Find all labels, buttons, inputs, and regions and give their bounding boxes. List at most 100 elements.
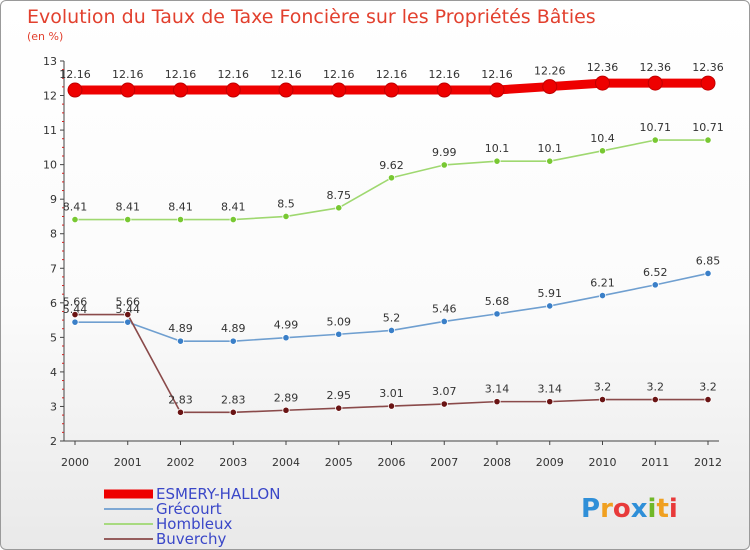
data-label: 5.44 bbox=[63, 303, 88, 316]
data-label: 10.71 bbox=[692, 121, 724, 134]
data-point bbox=[335, 404, 343, 412]
data-point bbox=[436, 82, 452, 98]
data-label: 12.16 bbox=[323, 68, 355, 81]
data-point bbox=[700, 75, 716, 91]
x-tick-label: 2009 bbox=[536, 456, 564, 469]
y-tick-label: 5 bbox=[50, 331, 57, 344]
data-label: 6.85 bbox=[696, 254, 721, 267]
data-label: 4.89 bbox=[168, 322, 193, 335]
data-label: 3.07 bbox=[432, 385, 457, 398]
logo-letter: r bbox=[600, 494, 613, 524]
data-label: 6.21 bbox=[590, 277, 615, 290]
data-label: 8.75 bbox=[327, 189, 352, 202]
data-label: 5.2 bbox=[383, 311, 401, 324]
data-point bbox=[387, 326, 396, 335]
logo-letter: P bbox=[581, 494, 600, 524]
data-label: 3.14 bbox=[485, 383, 510, 396]
data-label: 12.36 bbox=[587, 61, 619, 74]
data-point bbox=[440, 161, 448, 169]
logo-text: Proxiti bbox=[581, 494, 678, 524]
x-tick-label: 2002 bbox=[167, 456, 195, 469]
data-label: 10.1 bbox=[485, 142, 510, 155]
data-point bbox=[67, 82, 83, 98]
x-tick-label: 2006 bbox=[378, 456, 406, 469]
data-label: 2.89 bbox=[274, 391, 299, 404]
data-point bbox=[71, 215, 79, 224]
y-tick-label: 9 bbox=[50, 193, 57, 206]
data-point bbox=[546, 398, 554, 406]
data-point bbox=[651, 395, 659, 404]
data-point bbox=[440, 400, 448, 408]
data-label: 5.66 bbox=[116, 296, 141, 309]
data-point bbox=[229, 408, 237, 416]
y-tick-label: 11 bbox=[43, 124, 57, 137]
data-point bbox=[493, 157, 501, 165]
series-layer: 5.44 5.44 4.89 4.89 4.99 5.09 5.2 5.46 5.68 5.91 6… bbox=[59, 61, 724, 416]
data-label: 9.62 bbox=[379, 159, 404, 172]
data-label: 5.46 bbox=[432, 302, 457, 315]
data-point bbox=[176, 337, 185, 345]
data-point bbox=[282, 406, 290, 414]
data-point bbox=[440, 317, 448, 326]
data-label: 8.41 bbox=[63, 201, 88, 214]
data-point bbox=[704, 269, 712, 278]
data-point bbox=[704, 395, 712, 404]
data-point bbox=[124, 310, 132, 319]
legend-item: Buverchy bbox=[104, 530, 226, 548]
data-label: 8.41 bbox=[168, 201, 193, 214]
y-tick-label: 8 bbox=[50, 228, 57, 241]
data-label: 3.14 bbox=[538, 383, 563, 396]
logo-letter: i bbox=[669, 494, 678, 524]
series-buverchy: 5.66 5.66 2.83 2.83 2.89 2.95 3.01 3.07 3.14 3.14… bbox=[63, 296, 717, 416]
data-point bbox=[647, 75, 663, 91]
data-label: 12.16 bbox=[270, 68, 302, 81]
data-label: 3.2 bbox=[699, 381, 717, 394]
data-label: 2.95 bbox=[327, 389, 352, 402]
y-tick-label: 12 bbox=[43, 90, 57, 103]
data-point bbox=[229, 215, 237, 224]
data-label: 10.4 bbox=[590, 132, 615, 145]
y-tick-label: 4 bbox=[50, 366, 57, 379]
data-point bbox=[282, 212, 290, 221]
y-tick-label: 2 bbox=[50, 435, 57, 448]
data-point bbox=[598, 395, 607, 404]
data-point bbox=[176, 408, 185, 416]
data-label: 3.2 bbox=[594, 381, 612, 394]
data-point bbox=[71, 310, 79, 319]
data-label: 8.41 bbox=[116, 201, 141, 214]
data-label: 5.09 bbox=[327, 315, 352, 328]
data-point bbox=[387, 402, 396, 410]
data-label: 10.1 bbox=[538, 142, 563, 155]
data-point bbox=[387, 174, 396, 182]
data-point bbox=[120, 82, 136, 98]
data-label: 5.68 bbox=[485, 295, 510, 308]
data-point bbox=[595, 75, 610, 91]
data-point bbox=[546, 302, 554, 310]
chart-subtitle: (en %) bbox=[27, 30, 63, 43]
proxiti-logo: Proxiti bbox=[581, 494, 678, 524]
x-tick-label: 2005 bbox=[325, 456, 353, 469]
legend-item: Hombleux bbox=[104, 515, 232, 533]
data-label: 2.83 bbox=[168, 393, 193, 406]
data-label: 8.5 bbox=[277, 197, 295, 210]
data-point bbox=[335, 330, 343, 338]
data-label: 3.2 bbox=[647, 381, 665, 394]
x-tick-label: 2010 bbox=[589, 456, 617, 469]
legend-item: ESMERY-HALLON bbox=[104, 485, 280, 503]
data-label: 4.99 bbox=[274, 319, 299, 332]
data-label: 9.99 bbox=[432, 146, 457, 159]
data-point bbox=[71, 318, 79, 326]
y-tick-label: 7 bbox=[50, 262, 57, 275]
x-tick-label: 2004 bbox=[272, 456, 300, 469]
data-point bbox=[384, 82, 399, 98]
legend-label: Grécourt bbox=[156, 500, 222, 518]
legend-label: ESMERY-HALLON bbox=[156, 485, 280, 503]
data-label: 12.16 bbox=[165, 68, 197, 81]
data-label: 12.16 bbox=[59, 68, 91, 81]
logo-letter: i bbox=[648, 494, 657, 524]
x-tick-label: 2001 bbox=[114, 456, 142, 469]
data-label: 12.16 bbox=[481, 68, 513, 81]
x-tick-label: 2011 bbox=[641, 456, 669, 469]
data-label: 12.16 bbox=[112, 68, 144, 81]
